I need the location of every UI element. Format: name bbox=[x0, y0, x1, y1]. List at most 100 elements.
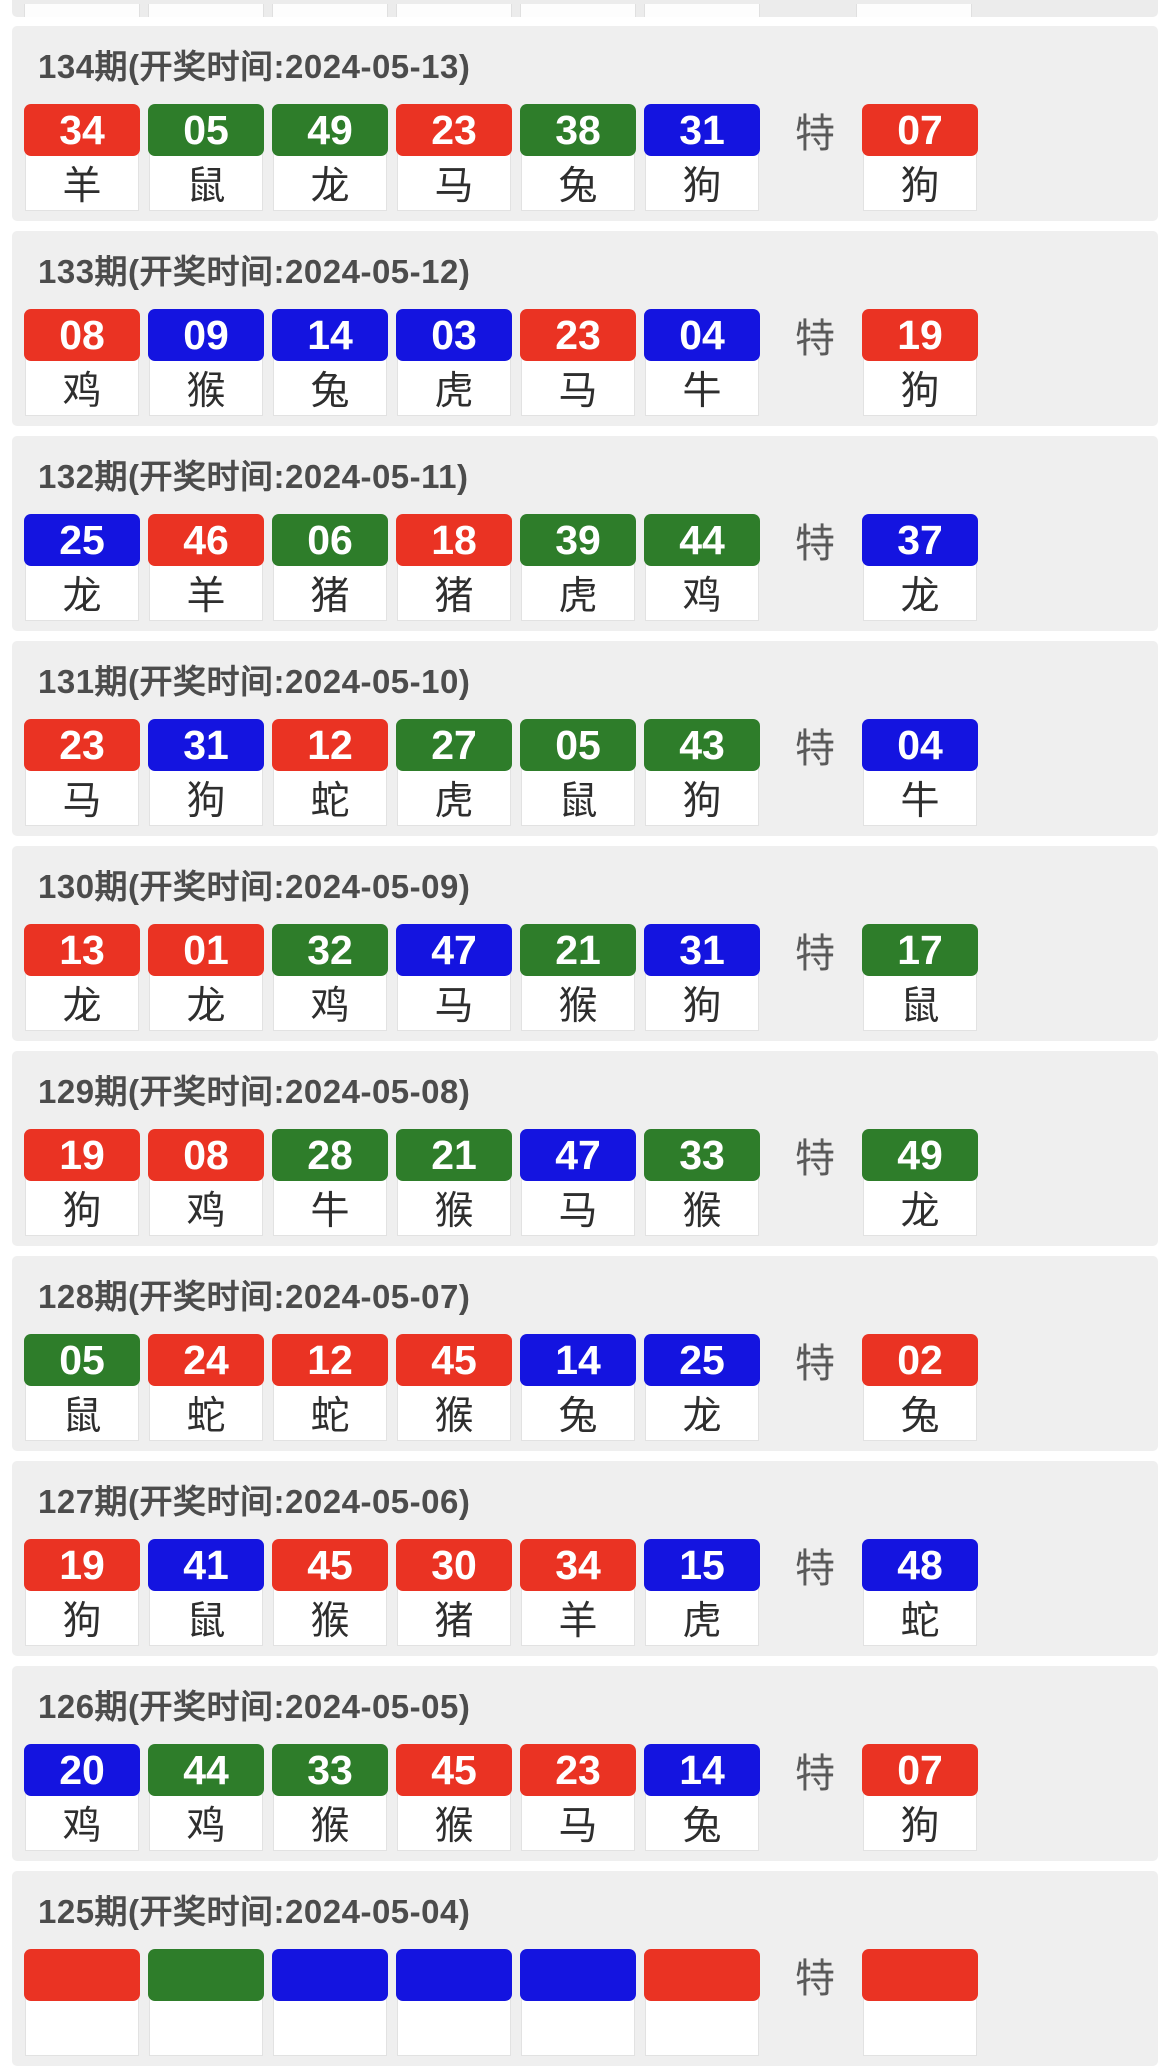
draw-period-section: 131期(开奖时间:2024-05-10) 23 马 31 狗 12 蛇 27 虎 05 鼠 43 狗… bbox=[12, 641, 1158, 836]
draw-period-section: 132期(开奖时间:2024-05-11) 25 龙 46 羊 06 猪 18 猪 39 虎 44 鸡… bbox=[12, 436, 1158, 631]
ball-number: 45 bbox=[396, 1744, 512, 1796]
special-label: 特 bbox=[795, 317, 835, 361]
ball-number: 34 bbox=[24, 104, 140, 156]
ball-zodiac: 狗 bbox=[645, 154, 759, 211]
ball-number: 46 bbox=[148, 514, 264, 566]
ball-number bbox=[24, 1949, 140, 2001]
ball-number bbox=[272, 1949, 388, 2001]
ball-number: 04 bbox=[644, 309, 760, 361]
special-ball-cell: 37 龙 bbox=[862, 514, 978, 621]
ball-cell: 23 马 bbox=[24, 719, 140, 826]
ball-row: 08 鸡 09 猴 14 兔 03 虎 23 马 04 牛特 19 狗 bbox=[24, 309, 1146, 416]
period-title: 125期(开奖时间:2024-05-04) bbox=[38, 1893, 471, 1930]
ball-number: 32 bbox=[272, 924, 388, 976]
ball-zodiac: 虎 bbox=[645, 1589, 759, 1646]
ball-cell: 05 鼠 bbox=[148, 104, 264, 211]
ball-number: 17 bbox=[862, 924, 978, 976]
period-title: 130期(开奖时间:2024-05-09) bbox=[38, 868, 471, 905]
ball-cell: 19 狗 bbox=[24, 1129, 140, 1236]
ball-number: 21 bbox=[396, 1129, 512, 1181]
ball-number: 47 bbox=[396, 924, 512, 976]
ball-cell: 23 马 bbox=[396, 104, 512, 211]
ball-number: 23 bbox=[520, 309, 636, 361]
ball-cell: 45 猴 bbox=[396, 1744, 512, 1851]
ball-cell: 24 蛇 bbox=[148, 1334, 264, 1441]
clipped-cell bbox=[272, 4, 388, 17]
ball-cell: 06 猪 bbox=[272, 514, 388, 621]
special-label: 特 bbox=[795, 1547, 835, 1591]
ball-number: 14 bbox=[272, 309, 388, 361]
ball-cell: 44 鸡 bbox=[148, 1744, 264, 1851]
special-ball-cell: 04 牛 bbox=[862, 719, 978, 826]
ball-zodiac: 狗 bbox=[149, 769, 263, 826]
ball-row: 05 鼠 24 蛇 12 蛇 45 猴 14 兔 25 龙特 02 兔 bbox=[24, 1334, 1146, 1441]
ball-row: 23 马 31 狗 12 蛇 27 虎 05 鼠 43 狗特 04 牛 bbox=[24, 719, 1146, 826]
ball-zodiac: 猪 bbox=[273, 564, 387, 621]
special-label: 特 bbox=[795, 1342, 835, 1386]
clipped-cell bbox=[148, 4, 264, 17]
ball-cell bbox=[272, 1949, 388, 2056]
ball-zodiac: 蛇 bbox=[863, 1589, 977, 1646]
ball-zodiac bbox=[521, 1999, 635, 2056]
special-label: 特 bbox=[795, 932, 835, 976]
draw-period-section: 129期(开奖时间:2024-05-08) 19 狗 08 鸡 28 牛 21 猴 47 马 33 猴… bbox=[12, 1051, 1158, 1246]
ball-number: 39 bbox=[520, 514, 636, 566]
ball-cell: 27 虎 bbox=[396, 719, 512, 826]
ball-zodiac: 猴 bbox=[397, 1179, 511, 1236]
ball-cell: 13 龙 bbox=[24, 924, 140, 1031]
ball-cell bbox=[148, 1949, 264, 2056]
ball-row: 13 龙 01 龙 32 鸡 47 马 21 猴 31 狗特 17 鼠 bbox=[24, 924, 1146, 1031]
ball-zodiac bbox=[25, 1999, 139, 2056]
special-label: 特 bbox=[795, 522, 835, 566]
ball-zodiac: 羊 bbox=[149, 564, 263, 621]
ball-cell: 21 猴 bbox=[396, 1129, 512, 1236]
ball-zodiac: 猪 bbox=[397, 564, 511, 621]
ball-zodiac: 兔 bbox=[645, 1794, 759, 1851]
special-label: 特 bbox=[795, 1957, 835, 2001]
ball-number: 07 bbox=[862, 104, 978, 156]
ball-zodiac: 马 bbox=[521, 1179, 635, 1236]
ball-cell bbox=[396, 1949, 512, 2056]
ball-number: 33 bbox=[644, 1129, 760, 1181]
ball-number bbox=[396, 1949, 512, 2001]
special-ball-cell: 49 龙 bbox=[862, 1129, 978, 1236]
ball-number: 14 bbox=[520, 1334, 636, 1386]
ball-zodiac: 狗 bbox=[645, 769, 759, 826]
ball-zodiac: 马 bbox=[521, 1794, 635, 1851]
clipped-cell bbox=[24, 4, 140, 17]
ball-number: 34 bbox=[520, 1539, 636, 1591]
ball-row: 20 鸡 44 鸡 33 猴 45 猴 23 马 14 兔特 07 狗 bbox=[24, 1744, 1146, 1851]
ball-cell: 20 鸡 bbox=[24, 1744, 140, 1851]
period-title: 132期(开奖时间:2024-05-11) bbox=[38, 458, 469, 495]
ball-cell: 12 蛇 bbox=[272, 1334, 388, 1441]
ball-cell: 03 虎 bbox=[396, 309, 512, 416]
ball-zodiac: 狗 bbox=[863, 154, 977, 211]
ball-number: 12 bbox=[272, 719, 388, 771]
ball-cell: 14 兔 bbox=[520, 1334, 636, 1441]
ball-number: 19 bbox=[24, 1539, 140, 1591]
clipped-cell bbox=[520, 4, 636, 17]
ball-cell: 23 马 bbox=[520, 309, 636, 416]
ball-number: 45 bbox=[396, 1334, 512, 1386]
special-label: 特 bbox=[795, 112, 835, 156]
ball-number: 23 bbox=[520, 1744, 636, 1796]
ball-zodiac: 猴 bbox=[397, 1794, 511, 1851]
ball-number: 04 bbox=[862, 719, 978, 771]
draw-period-section: 125期(开奖时间:2024-05-04) 特 bbox=[12, 1871, 1158, 2066]
ball-cell: 25 龙 bbox=[24, 514, 140, 621]
previous-section-clipped-strip bbox=[12, 0, 1158, 17]
ball-zodiac: 猴 bbox=[149, 359, 263, 416]
ball-number: 21 bbox=[520, 924, 636, 976]
ball-cell: 15 虎 bbox=[644, 1539, 760, 1646]
ball-zodiac: 龙 bbox=[863, 1179, 977, 1236]
clipped-cell bbox=[856, 4, 972, 17]
ball-cell: 30 猪 bbox=[396, 1539, 512, 1646]
ball-number: 03 bbox=[396, 309, 512, 361]
ball-zodiac: 鸡 bbox=[149, 1179, 263, 1236]
ball-zodiac: 马 bbox=[397, 974, 511, 1031]
ball-cell: 34 羊 bbox=[520, 1539, 636, 1646]
ball-number: 45 bbox=[272, 1539, 388, 1591]
ball-zodiac bbox=[863, 1999, 977, 2056]
ball-cell: 31 狗 bbox=[148, 719, 264, 826]
ball-cell: 44 鸡 bbox=[644, 514, 760, 621]
